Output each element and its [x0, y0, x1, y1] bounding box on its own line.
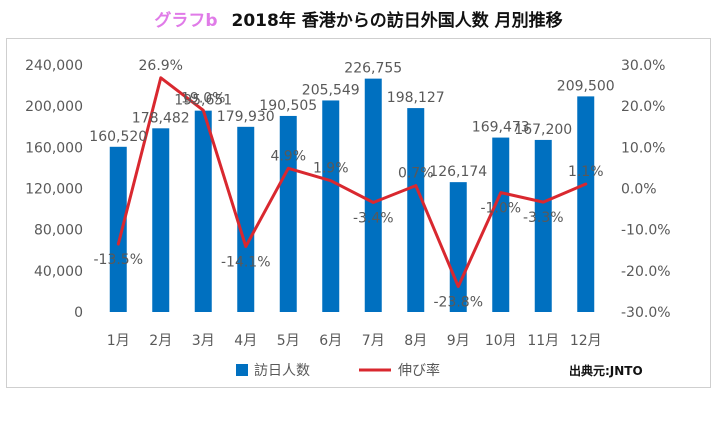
x-tick-label: 3月: [192, 333, 215, 349]
bar-5: [279, 115, 297, 313]
combo-chart: 0 40,000 80,000 120,000 160,000 200,000 240,00…: [25, 58, 671, 379]
x-tick-label: 6月: [319, 333, 342, 349]
x-tick-label: 4月: [234, 333, 257, 349]
legend-swatch-bar: [236, 364, 248, 376]
bar-data-label: 205,549: [302, 82, 360, 98]
left-tick-label: 120,000: [25, 182, 83, 198]
line-data-label: -13.5%: [93, 252, 143, 268]
line-data-label: 4.9%: [270, 148, 306, 164]
line-data-label: 1.9%: [313, 161, 349, 177]
graph-tag: グラフb: [154, 11, 218, 31]
bar-data-label: 167,200: [514, 122, 572, 138]
bar-data-label: 226,755: [344, 61, 402, 77]
line-data-labels: -13.5% 26.9% 19.0% -14.1% 4.9% 1.9% -3.4% 0.7% -…: [93, 58, 603, 311]
bar-1: [109, 146, 127, 312]
left-tick-label: 0: [74, 305, 83, 321]
right-tick-label: 20.0%: [621, 99, 665, 115]
x-tick-label: 9月: [447, 333, 470, 349]
bar-3: [194, 110, 212, 312]
bar-series: [109, 78, 595, 313]
line-data-label: -23.8%: [433, 294, 483, 310]
line-data-label: 0.7%: [398, 166, 434, 182]
bar-6: [322, 100, 340, 312]
right-tick-label: 0.0%: [621, 182, 657, 198]
bar-12: [577, 96, 595, 312]
growth-line: [116, 76, 588, 288]
bar-data-label: 169,473: [472, 120, 530, 136]
bar-data-labels: 160,520 178,482195,651179,930190,505205,5…: [89, 61, 614, 181]
x-axis: 1月 2月 3月 4月 5月 6月 7月 8月 9月 10月 11月 12月: [107, 333, 602, 349]
chart-frame: 0 40,000 80,000 120,000 160,000 200,000 240,00…: [6, 38, 711, 388]
right-tick-label: 30.0%: [621, 58, 665, 74]
left-tick-label: 240,000: [25, 58, 83, 74]
right-tick-label: -10.0%: [621, 223, 671, 239]
left-axis: 0 40,000 80,000 120,000 160,000 200,000 240,00…: [25, 58, 83, 321]
left-tick-label: 40,000: [34, 264, 83, 280]
bar-9: [449, 182, 467, 312]
left-tick-label: 160,000: [25, 140, 83, 156]
right-tick-label: 10.0%: [621, 140, 665, 156]
bar-data-label: 209,500: [557, 78, 615, 94]
x-tick-label: 7月: [362, 333, 385, 349]
legend-label-line: 伸び率: [398, 362, 440, 379]
line-data-label: 1.1%: [568, 164, 604, 180]
right-tick-label: -20.0%: [621, 264, 671, 280]
x-tick-label: 10月: [485, 333, 517, 349]
right-axis: -30.0% -20.0% -10.0% 0.0% 10.0% 20.0% 30.0%: [621, 58, 671, 321]
bar-8: [407, 108, 425, 312]
legend: 訪日人数 伸び率: [236, 362, 440, 379]
right-tick-label: -30.0%: [621, 305, 671, 321]
bar-data-label: 160,520: [89, 129, 147, 145]
left-tick-label: 80,000: [34, 223, 83, 239]
left-tick-label: 200,000: [25, 99, 83, 115]
line-data-label: 26.9%: [139, 58, 183, 74]
line-series: [116, 76, 588, 288]
bar-11: [534, 139, 552, 312]
legend-label-bar: 訪日人数: [254, 363, 310, 379]
bar-4: [237, 126, 255, 312]
x-tick-label: 2月: [149, 333, 172, 349]
title-text: 2018年 香港からの訪日外国人数 月別推移: [231, 11, 563, 31]
line-data-label: 19.0%: [181, 90, 225, 106]
line-data-label: -14.1%: [221, 255, 271, 271]
bar-data-label: 178,482: [132, 110, 190, 126]
bar-10: [492, 137, 510, 312]
chart-title: グラフb 2018年 香港からの訪日外国人数 月別推移: [0, 6, 717, 31]
x-tick-label: 1月: [107, 333, 130, 349]
bar-data-label: 190,505: [259, 98, 317, 114]
x-tick-label: 11月: [527, 333, 559, 349]
bar-2: [152, 128, 170, 312]
bar-data-label: 198,127: [387, 90, 445, 106]
bar-data-label: 179,930: [217, 109, 275, 125]
x-tick-label: 8月: [404, 333, 427, 349]
line-data-label: -3.3%: [523, 210, 564, 226]
line-data-label: -1.0%: [480, 201, 521, 217]
bar-7: [364, 78, 382, 312]
source-note: 出典元:JNTO: [569, 364, 643, 378]
x-tick-label: 12月: [570, 333, 602, 349]
x-tick-label: 5月: [277, 333, 300, 349]
bar-data-label: 126,174: [429, 164, 487, 180]
bar-data-label: 195,651: [174, 93, 232, 109]
line-data-label: -3.4%: [353, 210, 394, 226]
